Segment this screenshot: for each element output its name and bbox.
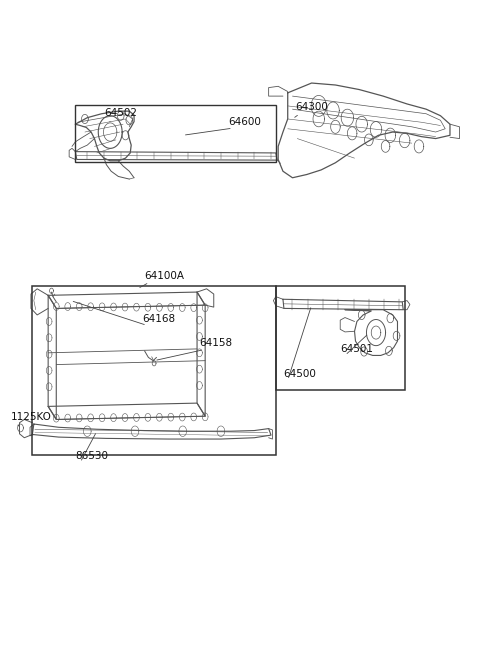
Text: 64500: 64500 (283, 369, 316, 379)
Text: 64501: 64501 (340, 344, 373, 354)
Text: 86530: 86530 (75, 451, 108, 461)
Bar (75, 104, 276, 162)
Text: 64502: 64502 (104, 108, 137, 117)
Text: 64100A: 64100A (144, 271, 184, 281)
Text: 1125KO: 1125KO (11, 412, 52, 422)
Text: 64158: 64158 (199, 338, 233, 348)
Bar (33, 285, 276, 455)
Text: 64300: 64300 (295, 102, 328, 112)
Text: 64600: 64600 (228, 117, 261, 127)
Bar (276, 285, 405, 390)
Text: 64168: 64168 (142, 314, 175, 324)
